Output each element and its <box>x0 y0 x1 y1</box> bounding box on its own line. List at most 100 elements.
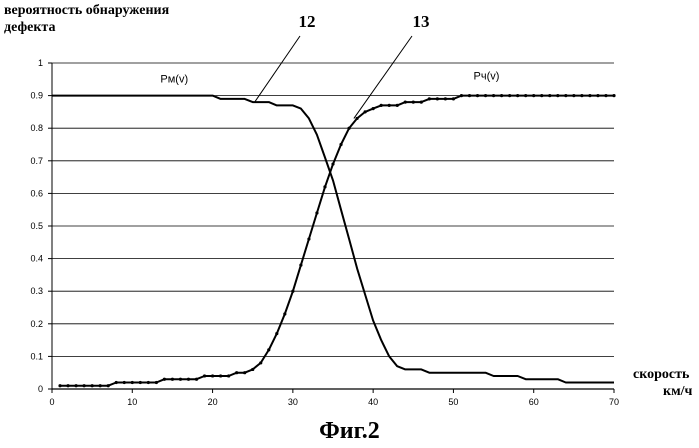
series-point-13 <box>419 100 423 104</box>
series-point-13 <box>564 94 568 98</box>
series-point-13 <box>411 100 415 104</box>
y-tick-label: 0.7 <box>30 156 43 166</box>
series-point-13 <box>580 94 584 98</box>
annotations: Pм(v) Pч(v) 12 13 <box>160 12 500 119</box>
series-point-13 <box>604 94 608 98</box>
x-axis-label-line-2: км/ч <box>663 384 693 399</box>
series-point-13 <box>427 97 431 101</box>
series-point-13 <box>588 94 592 98</box>
x-tick-label: 20 <box>208 397 218 407</box>
series-point-13 <box>90 384 94 388</box>
tick-labels: 00.10.20.30.40.50.60.70.80.910 10 20 30 40 50… <box>30 58 619 407</box>
series-point-13 <box>283 312 287 316</box>
series-point-13 <box>219 374 223 378</box>
series-point-13 <box>612 94 616 98</box>
series-point-13 <box>459 94 464 98</box>
x-tick-label: 70 <box>609 397 619 407</box>
axes <box>48 62 615 393</box>
y-tick-label: 1 <box>38 58 43 68</box>
series-point-13 <box>475 94 480 98</box>
series-point-13 <box>355 116 359 121</box>
series-point-13 <box>339 142 343 147</box>
x-tick-label: 60 <box>529 397 539 407</box>
series-point-13 <box>395 103 399 107</box>
series-point-13 <box>74 384 78 388</box>
y-tick-label: 0.1 <box>30 351 43 361</box>
series-point-13 <box>516 94 520 98</box>
series-point-13 <box>170 377 175 381</box>
y-axis-label-line-2: дефекта <box>4 20 56 35</box>
series-point-13 <box>82 384 86 388</box>
series-point-13 <box>315 211 319 215</box>
y-tick-label: 0.4 <box>30 254 43 264</box>
series-point-13 <box>227 374 231 378</box>
series-line-12 <box>52 94 614 384</box>
series-line-13 <box>60 94 614 387</box>
series-point-13 <box>58 384 62 388</box>
series-point-13 <box>572 94 576 98</box>
series-point-13 <box>291 289 295 293</box>
series-point-13 <box>596 94 600 98</box>
series-point-13 <box>435 97 439 101</box>
x-axis-label: скорость км/ч <box>633 366 692 400</box>
x-axis-label-line-1: скорость <box>633 367 690 382</box>
figure-caption: Фиг.2 <box>319 418 380 444</box>
series-point-13 <box>210 374 215 378</box>
series-point-13 <box>138 380 142 385</box>
leader-line-13 <box>353 35 413 119</box>
y-tick-label: 0.9 <box>30 91 43 101</box>
series-point-13 <box>275 331 279 336</box>
series-point-13 <box>307 237 311 241</box>
y-axis-label-line-1: вероятность обнаружения <box>4 3 170 18</box>
series-point-13 <box>98 384 102 388</box>
x-tick-label: 30 <box>288 397 298 407</box>
series-point-13 <box>500 94 504 98</box>
series-point-13 <box>186 377 191 381</box>
series-point-13 <box>106 384 110 388</box>
series-point-13 <box>243 371 247 375</box>
series-point-13 <box>483 94 488 98</box>
series-point-13 <box>540 94 544 98</box>
reference-label-13: 13 <box>413 12 430 31</box>
x-tick-label: 0 <box>49 397 54 407</box>
series-point-13 <box>146 380 150 385</box>
series-point-13 <box>251 367 255 372</box>
y-axis-label: вероятность обнаружения дефекта <box>4 2 169 36</box>
series-point-13 <box>114 380 118 385</box>
series-layer <box>52 94 616 388</box>
series-point-13 <box>548 94 552 98</box>
series-label-pm: Pм(v) <box>160 74 188 86</box>
series-point-13 <box>66 384 70 388</box>
series-point-13 <box>371 107 375 111</box>
reference-label-12: 12 <box>299 12 316 31</box>
series-point-13 <box>491 94 496 98</box>
series-point-13 <box>363 110 367 114</box>
grid-lines <box>52 62 614 357</box>
series-point-13 <box>508 94 512 98</box>
series-point-13 <box>387 103 391 107</box>
series-point-13 <box>524 94 528 98</box>
series-point-13 <box>130 380 134 385</box>
y-tick-label: 0.5 <box>30 221 43 231</box>
y-tick-label: 0.6 <box>30 188 43 198</box>
series-point-13 <box>194 377 199 381</box>
series-point-13 <box>267 348 271 352</box>
series-point-13 <box>379 103 383 107</box>
y-tick-label: 0.2 <box>30 319 43 329</box>
series-point-13 <box>451 97 456 101</box>
x-tick-label: 40 <box>368 397 378 407</box>
series-point-13 <box>347 126 351 130</box>
series-label-pch: Pч(v) <box>474 70 500 82</box>
series-point-13 <box>467 94 472 98</box>
series-point-13 <box>178 377 183 381</box>
y-tick-label: 0.3 <box>30 286 43 296</box>
y-tick-label: 0.8 <box>30 123 43 133</box>
leader-line-12 <box>254 35 301 102</box>
series-point-13 <box>443 97 447 101</box>
series-point-13 <box>259 361 263 365</box>
series-point-13 <box>532 94 536 98</box>
series-point-13 <box>299 263 303 267</box>
series-point-13 <box>162 377 166 381</box>
series-point-13 <box>403 100 407 104</box>
